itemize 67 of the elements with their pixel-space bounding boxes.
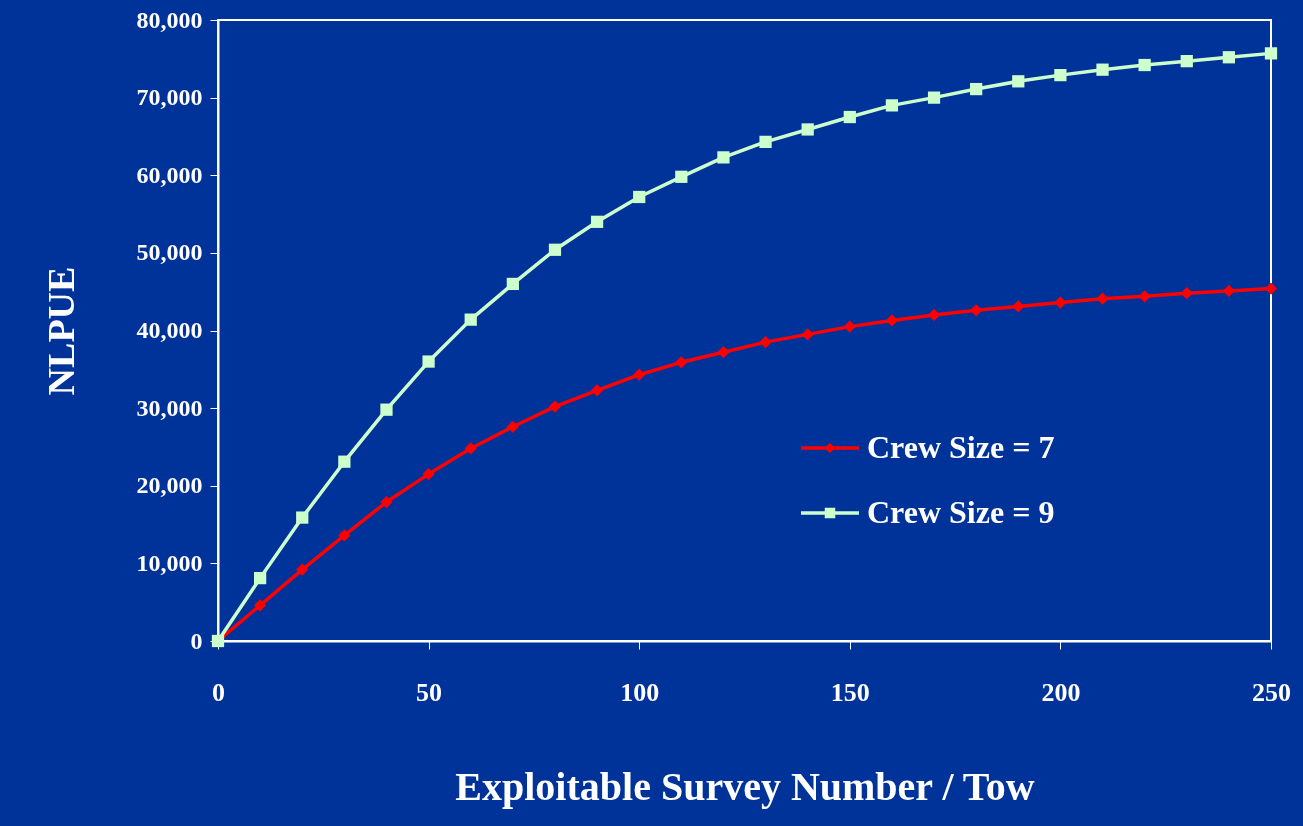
- point: [506, 277, 519, 291]
- point: [1138, 58, 1151, 72]
- point: [338, 455, 351, 468]
- point: [296, 563, 309, 576]
- point: [1222, 51, 1235, 64]
- point: [1264, 282, 1278, 295]
- y-tick-label: 0: [190, 627, 203, 654]
- point: [1180, 55, 1193, 68]
- point: [464, 442, 477, 455]
- point: [1054, 68, 1067, 82]
- x-tick-label: 0: [212, 677, 225, 707]
- point: [843, 320, 856, 333]
- point: [590, 384, 604, 397]
- point: [675, 356, 688, 369]
- point: [1012, 75, 1025, 88]
- point: [1264, 47, 1278, 60]
- point: [927, 308, 941, 322]
- y-tick-label: 70,000: [136, 84, 203, 111]
- point: [296, 511, 309, 524]
- point: [422, 467, 435, 481]
- point: [254, 572, 267, 585]
- legend-label: Crew Size = 9: [867, 494, 1055, 530]
- point: [1222, 284, 1235, 298]
- point: [548, 400, 562, 413]
- point: [801, 123, 814, 136]
- point: [380, 403, 393, 416]
- point: [759, 135, 772, 148]
- y-tick-label: 10,000: [136, 549, 203, 576]
- x-tick-label: 200: [1041, 677, 1081, 707]
- point: [717, 151, 730, 164]
- legend-label: Crew Size = 7: [867, 429, 1055, 465]
- point: [675, 170, 688, 183]
- y-tick-label: 40,000: [136, 317, 203, 343]
- point: [1054, 296, 1067, 309]
- point: [717, 346, 730, 359]
- x-tick-label: 250: [1252, 677, 1291, 707]
- point: [633, 368, 646, 381]
- x-tick-label: 150: [830, 677, 870, 707]
- x-axis-title: Exploitable Survey Number / Tow: [455, 763, 1035, 809]
- point: [801, 328, 814, 341]
- point: [338, 529, 351, 542]
- point: [1012, 300, 1025, 313]
- point: [759, 336, 772, 349]
- point: [1096, 292, 1109, 305]
- point: [590, 215, 604, 228]
- point: [843, 110, 856, 124]
- point: [380, 495, 393, 509]
- x-tick-label: 100: [620, 677, 660, 707]
- point: [422, 355, 435, 368]
- point: [464, 313, 477, 326]
- y-tick-label: 60,000: [136, 161, 203, 188]
- y-tick-label: 20,000: [136, 472, 203, 499]
- point: [254, 599, 267, 612]
- y-tick-label: 30,000: [136, 394, 203, 421]
- point: [885, 314, 899, 327]
- point: [548, 243, 562, 256]
- y-tick-label: 80,000: [136, 6, 203, 33]
- point: [970, 304, 983, 317]
- y-tick-label: 50,000: [136, 239, 203, 266]
- point: [885, 99, 899, 112]
- point: [1096, 63, 1109, 76]
- point: [927, 91, 941, 104]
- point: [506, 420, 519, 433]
- point: [633, 190, 646, 204]
- y-axis-title: NLPUE: [39, 266, 82, 396]
- x-tick-label: 50: [416, 677, 443, 707]
- point: [970, 82, 983, 96]
